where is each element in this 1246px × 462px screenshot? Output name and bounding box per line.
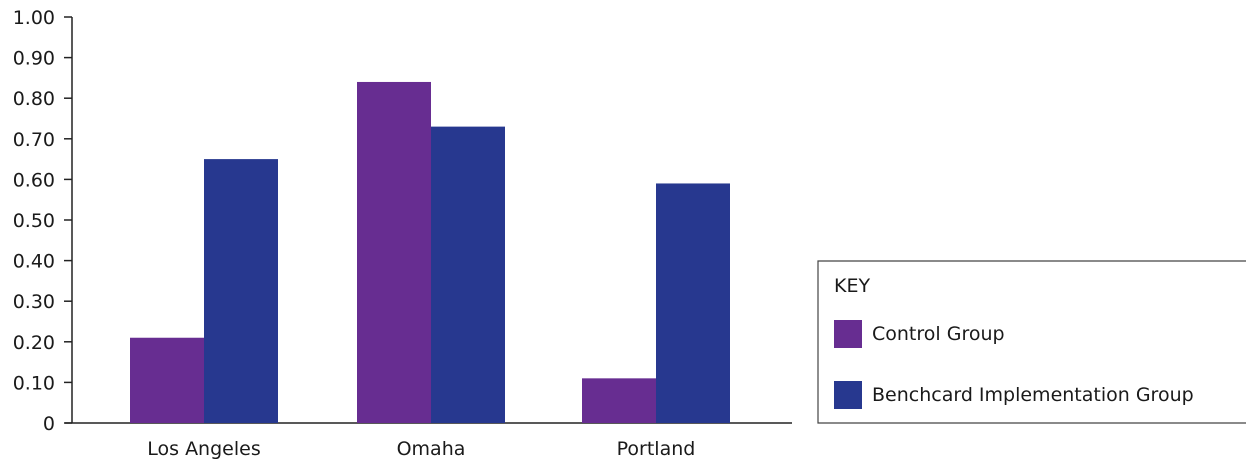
y-tick-label: 0: [43, 413, 55, 435]
y-tick-label: 0.30: [13, 291, 55, 313]
bar-portland-control: [582, 378, 656, 423]
bar-portland-benchcard: [656, 183, 730, 423]
legend-swatch-benchcard-group: [834, 381, 862, 409]
y-tick-label: 0.40: [13, 251, 55, 273]
legend-title: KEY: [834, 275, 870, 297]
y-tick-label: 0.90: [13, 48, 55, 70]
y-tick-label: 0.80: [13, 88, 55, 110]
legend-frame: [817, 260, 1246, 424]
legend: KEY Control Group Benchcard Implementati…: [817, 260, 1246, 424]
bar-omaha-benchcard: [431, 126, 505, 424]
y-tick-label: 0.60: [13, 169, 55, 191]
category-label: Los Angeles: [147, 438, 260, 460]
y-tick-label: 0.70: [13, 129, 55, 151]
y-axis: 0 0.10 0.20 0.30 0.40 0.50 0.60 0.70 0.80 0.90 1.0…: [13, 7, 73, 435]
y-tick-label: 0.50: [13, 210, 55, 232]
legend-label-benchcard-group: Benchcard Implementation Group: [872, 384, 1194, 406]
category-label: Portland: [617, 438, 696, 460]
bar-omaha-control: [357, 81, 431, 424]
legend-swatch-control-group: [834, 320, 862, 348]
category-labels: Los Angeles Omaha Portland: [147, 438, 695, 460]
y-tick-label: 0.10: [13, 372, 55, 394]
y-tick-label: 1.00: [13, 7, 55, 29]
bar-los-angeles-control: [130, 337, 204, 423]
y-tick-label: 0.20: [13, 332, 55, 354]
category-label: Omaha: [397, 438, 466, 460]
bars: [130, 81, 730, 424]
bar-los-angeles-benchcard: [204, 159, 278, 423]
legend-label-control-group: Control Group: [872, 323, 1005, 345]
